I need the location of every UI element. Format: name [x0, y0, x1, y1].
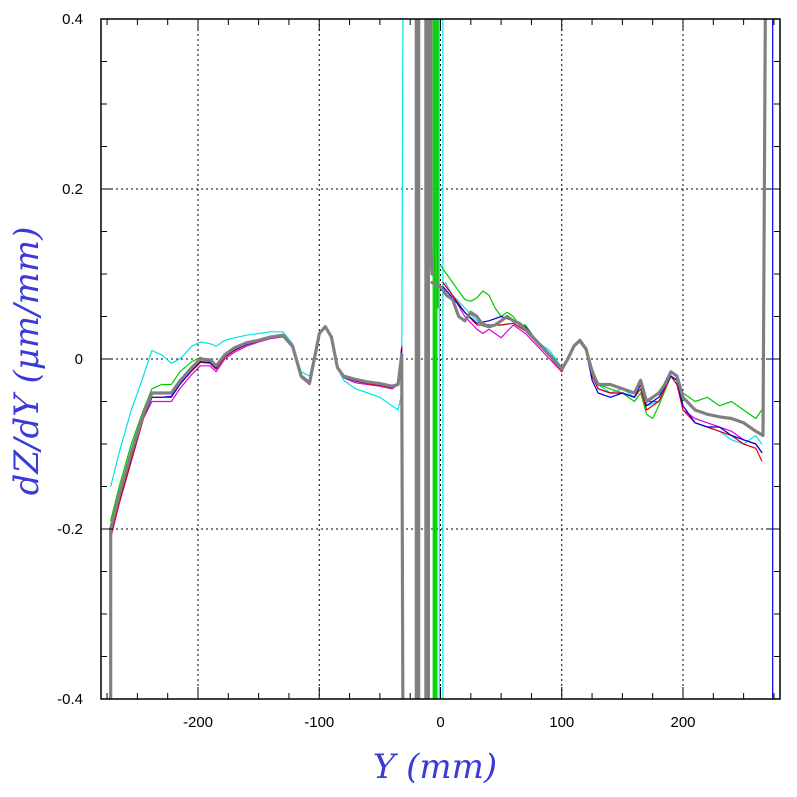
series-line-5	[430, 19, 767, 438]
tick-labels: -200 -100 0 100 200 -0.4 -0.2 0 0.2 0.4	[57, 11, 695, 731]
y-tick-label: 0.4	[62, 11, 83, 28]
axis-ticks	[101, 18, 780, 700]
series-line-5	[429, 19, 434, 276]
series-line-2	[110, 326, 404, 607]
series-line-4	[442, 286, 763, 454]
series-line-1	[110, 326, 403, 522]
grid-lines	[101, 19, 780, 699]
x-axis-title: Y (mm)	[373, 747, 497, 787]
y-axis-title: dZ/dY (μm/mm)	[7, 227, 47, 496]
series-line-0	[444, 281, 763, 445]
y-tick-label: 0.2	[62, 181, 83, 198]
series-line-5	[109, 325, 405, 699]
x-tick-label: 0	[436, 714, 444, 731]
x-tick-label: 200	[670, 714, 695, 731]
series-line-4	[110, 326, 403, 534]
series-line-3	[442, 281, 763, 462]
x-tick-label: -200	[183, 714, 213, 731]
series-lines	[109, 19, 774, 699]
series-line-3	[110, 326, 403, 539]
series-line-1	[439, 264, 763, 420]
y-tick-label: -0.2	[57, 521, 83, 538]
x-tick-label: 100	[549, 714, 574, 731]
x-tick-label: -100	[304, 714, 334, 731]
series-line-0	[110, 19, 404, 488]
y-tick-label: 0	[75, 351, 83, 368]
y-tick-label: -0.4	[57, 691, 83, 708]
